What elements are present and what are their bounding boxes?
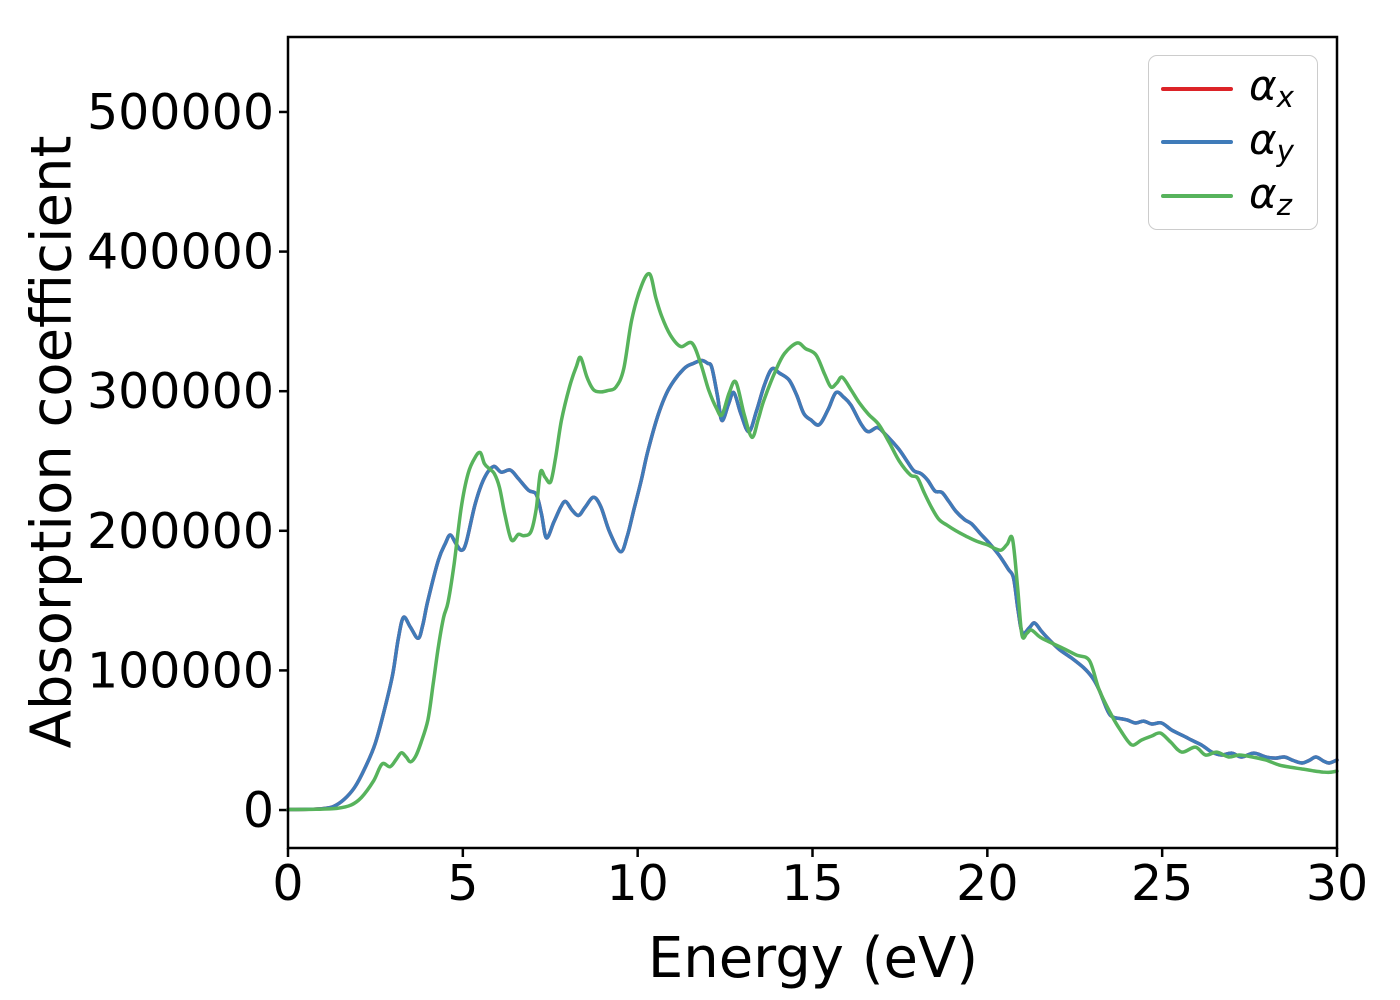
y-tick-label: 400000 xyxy=(87,224,274,281)
legend-line-sample-alpha-x xyxy=(1161,86,1233,91)
legend-item-alpha-x: αx xyxy=(1161,65,1305,112)
legend-symbol: α xyxy=(1249,114,1277,164)
series-line-alpha-x xyxy=(286,358,1339,812)
legend-symbol: α xyxy=(1249,168,1277,218)
legend-subscript: y xyxy=(1276,133,1294,168)
y-tick-label: 500000 xyxy=(87,84,274,141)
legend-item-alpha-y: αy xyxy=(1161,118,1305,168)
legend-line-sample-alpha-z xyxy=(1161,194,1233,199)
x-tick-label: 30 xyxy=(1306,855,1368,912)
legend-subscript: z xyxy=(1276,187,1292,222)
x-tick-label: 0 xyxy=(272,855,303,912)
legend-line-sample-alpha-y xyxy=(1161,140,1233,145)
plot-border xyxy=(286,35,1339,850)
y-axis-label: Absorption coefficient xyxy=(19,135,85,749)
x-tick-label: 15 xyxy=(781,855,843,912)
legend-label-alpha-z: αz xyxy=(1249,172,1292,222)
x-tick-label: 10 xyxy=(606,855,668,912)
x-axis-label: Energy (eV) xyxy=(647,926,979,991)
legend-label-alpha-y: αy xyxy=(1249,118,1294,168)
y-tick-label: 300000 xyxy=(87,363,274,420)
series-line-alpha-y xyxy=(286,358,1339,812)
legend-subscript: x xyxy=(1276,80,1294,115)
y-tick-label: 200000 xyxy=(87,503,274,560)
y-tick-label: 100000 xyxy=(87,642,274,699)
legend-item-alpha-z: αz xyxy=(1161,172,1305,222)
x-tick-label: 25 xyxy=(1131,855,1193,912)
legend-symbol: α xyxy=(1249,61,1277,111)
x-tick-label: 20 xyxy=(956,855,1018,912)
y-tick-label: 0 xyxy=(243,782,274,839)
x-tick-label: 5 xyxy=(447,855,478,912)
legend-label-alpha-x: αx xyxy=(1249,65,1294,112)
series-line-alpha-z xyxy=(286,271,1339,812)
legend: αx αy αz xyxy=(1148,55,1318,230)
